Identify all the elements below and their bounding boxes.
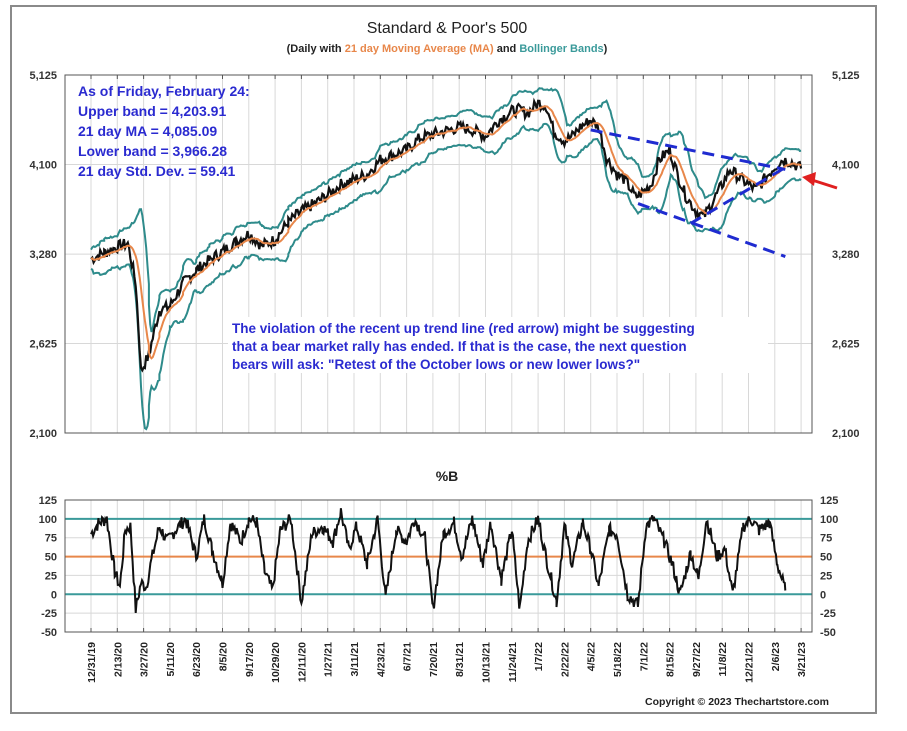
subtitle-suffix: ) bbox=[604, 43, 608, 55]
x-tick-label: 10/13/21 bbox=[481, 642, 493, 683]
moving-average-line bbox=[90, 105, 802, 360]
trend-lines bbox=[590, 128, 787, 258]
x-tick-label: 9/17/20 bbox=[244, 642, 256, 677]
price-y-tick-left: 2,100 bbox=[29, 428, 57, 440]
x-tick-label: 7/1/22 bbox=[638, 642, 650, 671]
info-line: As of Friday, February 24: bbox=[78, 83, 250, 99]
note-line: that a bear market rally has ended. If t… bbox=[232, 339, 687, 354]
pctb-y-tick-left: 75 bbox=[45, 533, 57, 545]
x-tick-label: 4/5/22 bbox=[586, 642, 598, 671]
x-tick-label: 3/21/23 bbox=[796, 642, 808, 677]
x-tick-label: 9/27/22 bbox=[691, 642, 703, 677]
info-line: 21 day MA = 4,085.09 bbox=[78, 123, 217, 139]
x-tick-label: 4/23/21 bbox=[375, 642, 387, 677]
date-axis: 12/31/19 2/13/20 3/27/20 5/11/20 6/23/20 8/5/… bbox=[86, 642, 808, 683]
pctb-y-tick-left: 25 bbox=[45, 570, 57, 582]
x-tick-label: 3/11/21 bbox=[349, 642, 361, 677]
x-tick-label: 6/7/21 bbox=[402, 642, 414, 671]
pct-b-line bbox=[90, 508, 787, 613]
pct-b-title: %B bbox=[436, 468, 459, 484]
price-y-tick-left: 3,280 bbox=[29, 249, 57, 261]
price-y-tick-left: 4,100 bbox=[29, 160, 57, 172]
pctb-y-tick-right: 125 bbox=[820, 495, 838, 507]
pctb-y-tick-right: 100 bbox=[820, 514, 838, 526]
chart-subtitle: (Daily with 21 day Moving Average (MA) a… bbox=[287, 43, 608, 55]
pctb-y-tick-right: 25 bbox=[820, 570, 832, 582]
commentary-note: The violation of the recent up trend lin… bbox=[228, 317, 768, 373]
info-line: Lower band = 3,966.28 bbox=[78, 143, 227, 159]
price-y-tick-right: 4,100 bbox=[832, 160, 860, 172]
pctb-plot-area bbox=[64, 499, 813, 633]
x-tick-label: 2/13/20 bbox=[112, 642, 124, 677]
x-tick-label: 12/21/22 bbox=[744, 642, 756, 683]
info-box: As of Friday, February 24: Upper band = … bbox=[78, 83, 250, 179]
price-y-tick-right: 3,280 bbox=[832, 249, 860, 261]
x-tick-label: 11/8/22 bbox=[717, 642, 729, 677]
x-tick-label: 3/27/20 bbox=[139, 642, 151, 677]
price-y-tick-right: 2,625 bbox=[832, 338, 860, 350]
pctb-y-tick-left: 125 bbox=[39, 495, 57, 507]
price-plot-area bbox=[64, 74, 813, 434]
x-tick-label: 8/31/21 bbox=[454, 642, 466, 677]
chart-title: Standard & Poor's 500 bbox=[367, 20, 528, 37]
price-y-tick-right: 2,100 bbox=[832, 428, 860, 440]
pctb-series bbox=[90, 508, 787, 613]
red-arrow-icon bbox=[802, 172, 838, 190]
note-line: bears will ask: "Retest of the October l… bbox=[232, 357, 640, 372]
pctb-y-tick-right: -25 bbox=[820, 608, 836, 620]
x-tick-label: 10/29/20 bbox=[270, 642, 282, 683]
x-tick-label: 12/31/19 bbox=[86, 642, 98, 683]
pctb-y-tick-left: 100 bbox=[39, 514, 57, 526]
pctb-y-tick-left: 0 bbox=[51, 589, 57, 601]
x-tick-label: 12/11/20 bbox=[296, 642, 308, 682]
price-line bbox=[90, 97, 803, 373]
pctb-y-tick-left: -25 bbox=[41, 608, 57, 620]
pctb-y-tick-right: -50 bbox=[820, 627, 836, 639]
pctb-y-tick-right: 75 bbox=[820, 533, 832, 545]
x-tick-label: 6/23/20 bbox=[191, 642, 203, 677]
x-tick-label: 5/18/22 bbox=[612, 642, 624, 677]
price-y-tick-right: 5,125 bbox=[832, 70, 860, 82]
info-line: Upper band = 4,203.91 bbox=[78, 103, 226, 119]
x-tick-label: 8/5/20 bbox=[218, 642, 230, 671]
upper-bollinger-band bbox=[90, 87, 802, 333]
x-tick-label: 7/20/21 bbox=[428, 642, 440, 677]
price-series bbox=[90, 87, 803, 431]
note-line: The violation of the recent up trend lin… bbox=[232, 321, 695, 336]
subtitle-ma: 21 day Moving Average (MA) bbox=[345, 43, 494, 55]
price-y-tick-left: 2,625 bbox=[29, 338, 57, 350]
x-tick-label: 1/7/22 bbox=[533, 642, 545, 671]
info-line: 21 day Std. Dev. = 59.41 bbox=[78, 163, 236, 179]
subtitle-middle: and bbox=[494, 43, 520, 55]
x-tick-label: 2/6/23 bbox=[770, 642, 782, 671]
copyright: Copyright © 2023 Thechartstore.com bbox=[645, 696, 829, 708]
trend-line bbox=[590, 128, 786, 171]
x-tick-label: 5/11/20 bbox=[165, 642, 177, 677]
pctb-y-tick-right: 0 bbox=[820, 589, 826, 601]
pctb-y-axis: 125 125 100 100 75 75 50 50 25 25 0 0 -25 -25 -50 -50 bbox=[39, 495, 839, 639]
x-tick-label: 8/15/22 bbox=[665, 642, 677, 677]
subtitle-prefix: (Daily with bbox=[287, 43, 345, 55]
pctb-reference-lines bbox=[65, 517, 812, 596]
price-y-axis: 5,125 5,125 4,100 4,100 3,280 3,280 2,625 2,625… bbox=[29, 70, 859, 440]
price-gridlines bbox=[65, 74, 812, 434]
lower-bollinger-band bbox=[90, 122, 802, 431]
trend-line bbox=[637, 202, 786, 258]
pctb-y-tick-left: 50 bbox=[45, 552, 57, 564]
pctb-y-tick-right: 50 bbox=[820, 552, 832, 564]
price-y-tick-left: 5,125 bbox=[29, 70, 57, 82]
note-background bbox=[228, 317, 768, 373]
x-tick-label: 2/22/22 bbox=[559, 642, 571, 677]
pctb-y-tick-left: -50 bbox=[41, 627, 57, 639]
subtitle-bb: Bollinger Bands bbox=[519, 43, 603, 55]
x-tick-label: 1/27/21 bbox=[323, 642, 335, 677]
x-tick-label: 11/24/21 bbox=[507, 642, 519, 682]
